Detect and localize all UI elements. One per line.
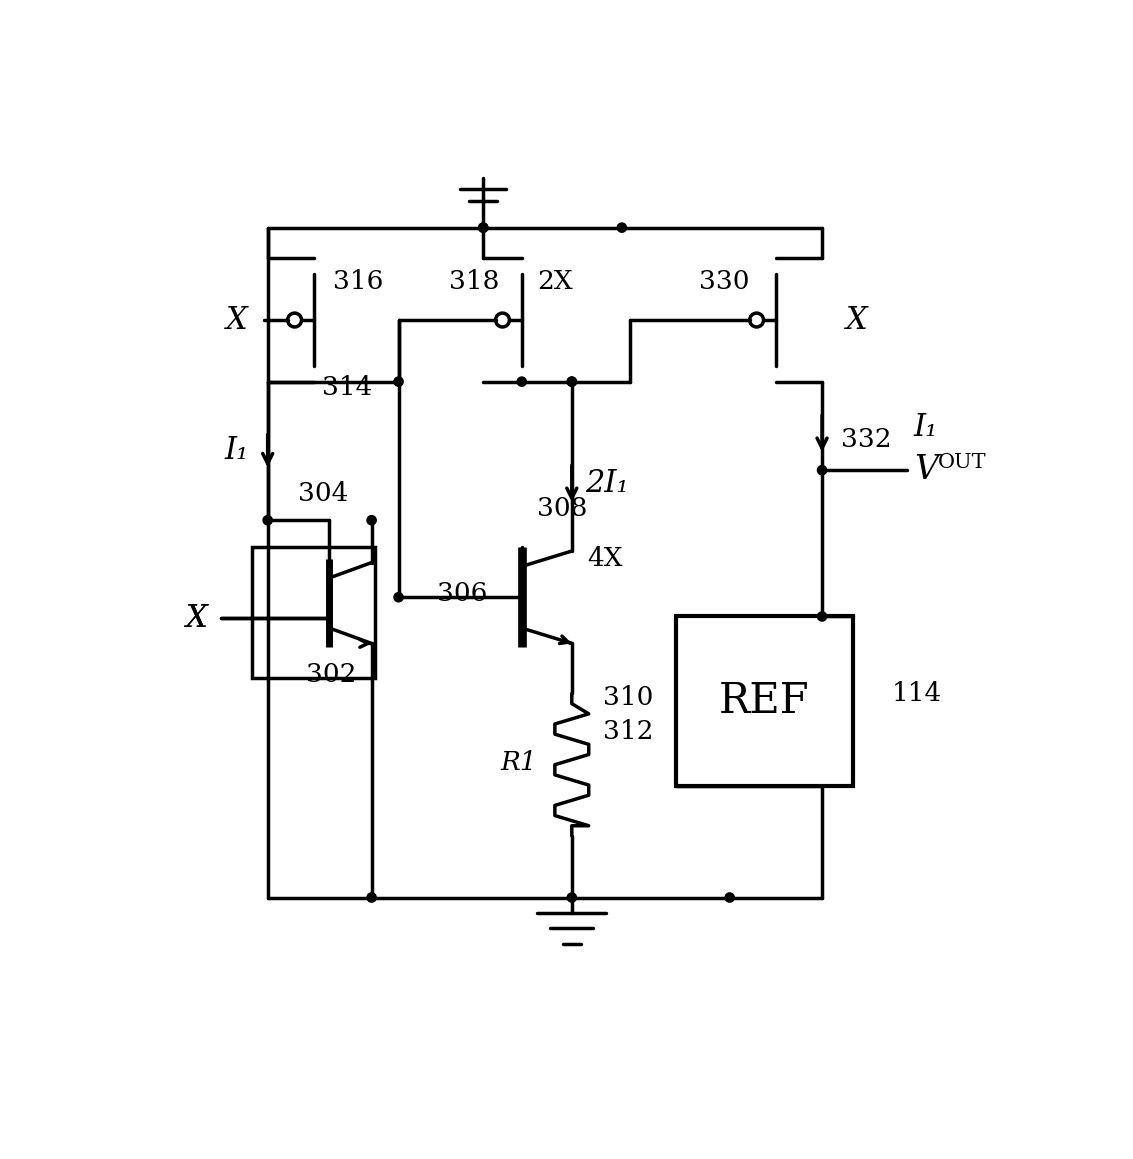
Text: 312: 312 xyxy=(603,720,653,744)
Text: 306: 306 xyxy=(437,581,487,606)
Text: X: X xyxy=(225,305,248,335)
Circle shape xyxy=(263,516,272,525)
Text: 2I₁: 2I₁ xyxy=(585,468,629,498)
Text: 314: 314 xyxy=(322,374,372,400)
Text: 330: 330 xyxy=(699,269,749,294)
Circle shape xyxy=(517,377,527,386)
Circle shape xyxy=(394,377,403,386)
Text: I₁: I₁ xyxy=(914,413,938,444)
Text: REF: REF xyxy=(719,680,810,722)
Circle shape xyxy=(568,892,577,902)
Circle shape xyxy=(568,377,577,386)
Text: 4X: 4X xyxy=(587,546,623,571)
Text: 2X: 2X xyxy=(537,269,573,294)
Text: I₁: I₁ xyxy=(224,436,249,466)
Text: 332: 332 xyxy=(842,427,892,452)
Circle shape xyxy=(817,612,827,621)
Text: R1: R1 xyxy=(501,750,537,775)
Text: 318: 318 xyxy=(449,269,499,294)
Circle shape xyxy=(568,377,577,386)
Text: 310: 310 xyxy=(603,685,653,709)
Circle shape xyxy=(817,466,827,475)
Circle shape xyxy=(367,516,376,525)
Circle shape xyxy=(725,892,734,902)
Bar xyxy=(675,617,853,786)
Text: X: X xyxy=(186,603,207,634)
Circle shape xyxy=(478,223,488,232)
Text: X: X xyxy=(846,305,868,335)
Text: V: V xyxy=(914,454,938,486)
Circle shape xyxy=(478,223,488,232)
Text: X: X xyxy=(186,603,207,634)
Text: 308: 308 xyxy=(537,496,588,522)
Circle shape xyxy=(394,592,403,602)
Text: 304: 304 xyxy=(298,481,349,505)
Text: 316: 316 xyxy=(333,269,383,294)
Bar xyxy=(253,547,375,678)
Circle shape xyxy=(367,892,376,902)
Text: OUT: OUT xyxy=(938,453,986,472)
Text: 302: 302 xyxy=(306,662,357,687)
Text: 114: 114 xyxy=(892,681,942,706)
Circle shape xyxy=(617,223,627,232)
